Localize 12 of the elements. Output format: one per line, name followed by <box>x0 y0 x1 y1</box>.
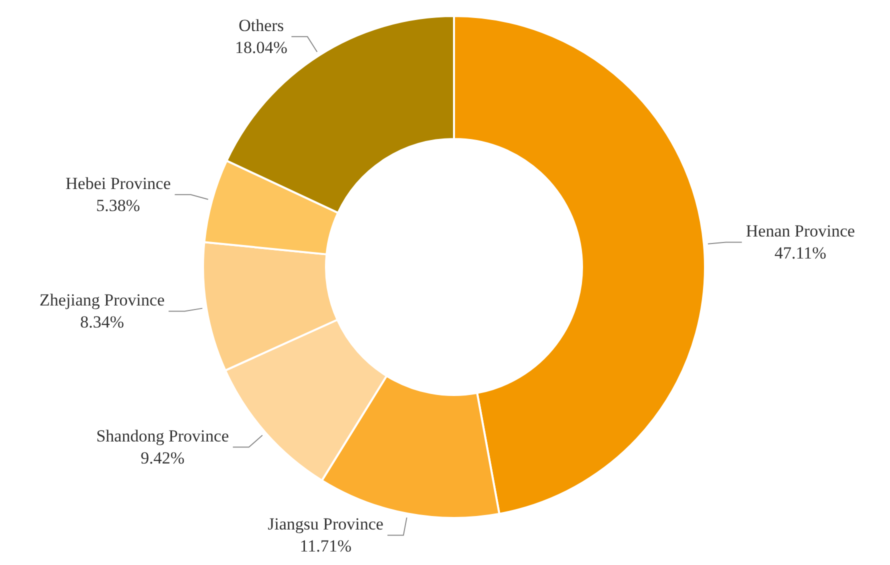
slice-label: Zhejiang Province <box>40 290 165 310</box>
data-label: 11.71% <box>300 536 352 556</box>
slice-label: Jiangsu Province <box>268 514 384 534</box>
data-label: 9.42% <box>140 448 184 468</box>
slice-label: Others <box>238 16 284 36</box>
slice-label: Henan Province <box>746 222 855 241</box>
data-label: 5.38% <box>96 196 140 216</box>
data-label: 47.11% <box>774 244 826 263</box>
slice-label: Hebei Province <box>65 174 171 194</box>
data-label: 8.34% <box>80 312 124 332</box>
slice-label: Shandong Province <box>96 426 229 446</box>
data-label: 18.04% <box>235 38 288 58</box>
